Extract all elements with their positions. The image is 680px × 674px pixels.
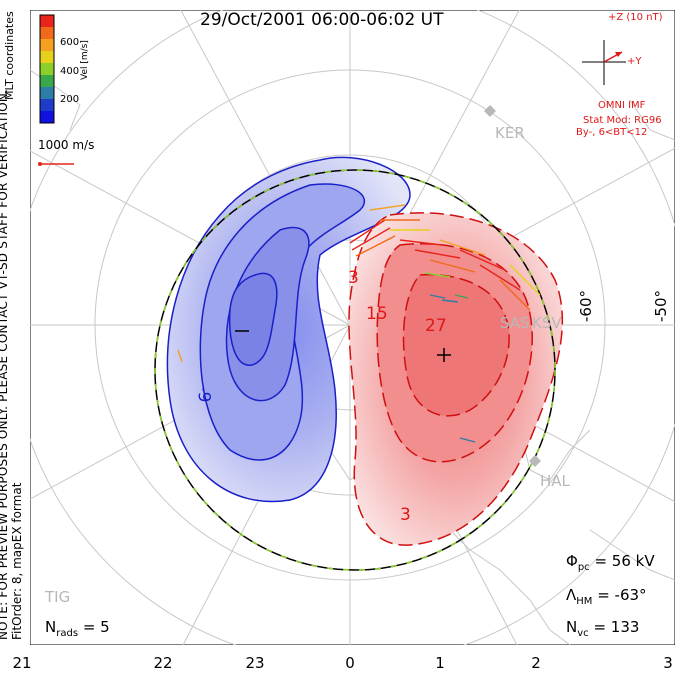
imf-condition: By-, 6<BT<12 bbox=[576, 127, 648, 138]
velocity-vectors bbox=[177, 204, 541, 443]
station-markers bbox=[484, 105, 541, 467]
map-frame bbox=[29, 9, 676, 646]
colorbar-tick-600: 600 bbox=[60, 37, 80, 48]
mlt-tick-21: 21 bbox=[12, 654, 32, 672]
hm-boundary-latitude: ΛHM = -63° bbox=[566, 586, 647, 607]
radar-count: Nrads = 5 bbox=[45, 618, 110, 639]
latitude-label-50: -50° bbox=[652, 290, 670, 322]
mlt-tick-1: 1 bbox=[435, 654, 445, 672]
contour-label-3-lower: 3 bbox=[400, 505, 411, 525]
station-sas: SAS bbox=[500, 314, 530, 332]
dawn-potential-maximum bbox=[437, 348, 451, 362]
imf-clock bbox=[582, 40, 626, 85]
cross-polar-potential: Φpc = 56 kV bbox=[566, 552, 655, 573]
station-ksv: KSV bbox=[532, 314, 562, 332]
contour-label-minus-9: -9 bbox=[193, 385, 214, 403]
mlt-tick-22: 22 bbox=[153, 654, 173, 672]
imf-source: OMNI IMF bbox=[598, 100, 646, 111]
colorbar-label: Vel [m/s] bbox=[80, 40, 90, 80]
polar-map bbox=[29, 9, 676, 646]
contour-label-27: 27 bbox=[425, 316, 447, 336]
contour-label-3-upper: 3 bbox=[348, 268, 359, 288]
reference-vector-label: 1000 m/s bbox=[38, 138, 95, 152]
coordinate-system-label: MLT coordinates bbox=[3, 11, 16, 100]
imf-model: Stat Mod: RG96 bbox=[583, 115, 662, 126]
station-ker: KER bbox=[495, 124, 525, 142]
fit-order-note: FitOrder: 8, mapEX format bbox=[10, 482, 24, 640]
boundary-dashes bbox=[154, 169, 556, 571]
mlt-tick-23: 23 bbox=[245, 654, 265, 672]
vector-count: Nvc = 133 bbox=[566, 618, 640, 639]
station-hal: HAL bbox=[540, 472, 570, 490]
mlt-tick-3: 3 bbox=[663, 654, 673, 672]
colorbar-tick-400: 400 bbox=[60, 66, 80, 77]
mlt-tick-2: 2 bbox=[531, 654, 541, 672]
latitude-label-60: -60° bbox=[577, 290, 595, 322]
velocity-colorbar[interactable] bbox=[39, 14, 55, 124]
mlt-tick-0: 0 bbox=[345, 654, 355, 672]
colorbar-tick-200: 200 bbox=[60, 94, 80, 105]
imf-z-label: +Z (10 nT) bbox=[608, 12, 663, 23]
map-title: 29/Oct/2001 06:00-06:02 UT bbox=[200, 10, 444, 30]
station-tig: TIG bbox=[45, 588, 71, 606]
preview-note: NOTE: FOR PREVIEW PURPOSES ONLY. PLEASE … bbox=[0, 88, 10, 640]
reference-vector-dot bbox=[38, 162, 42, 166]
contour-label-15: 15 bbox=[366, 304, 388, 324]
dawn-convection-cell bbox=[348, 212, 564, 546]
dusk-convection-cell bbox=[166, 156, 411, 503]
imf-y-label: +Y bbox=[627, 56, 642, 67]
